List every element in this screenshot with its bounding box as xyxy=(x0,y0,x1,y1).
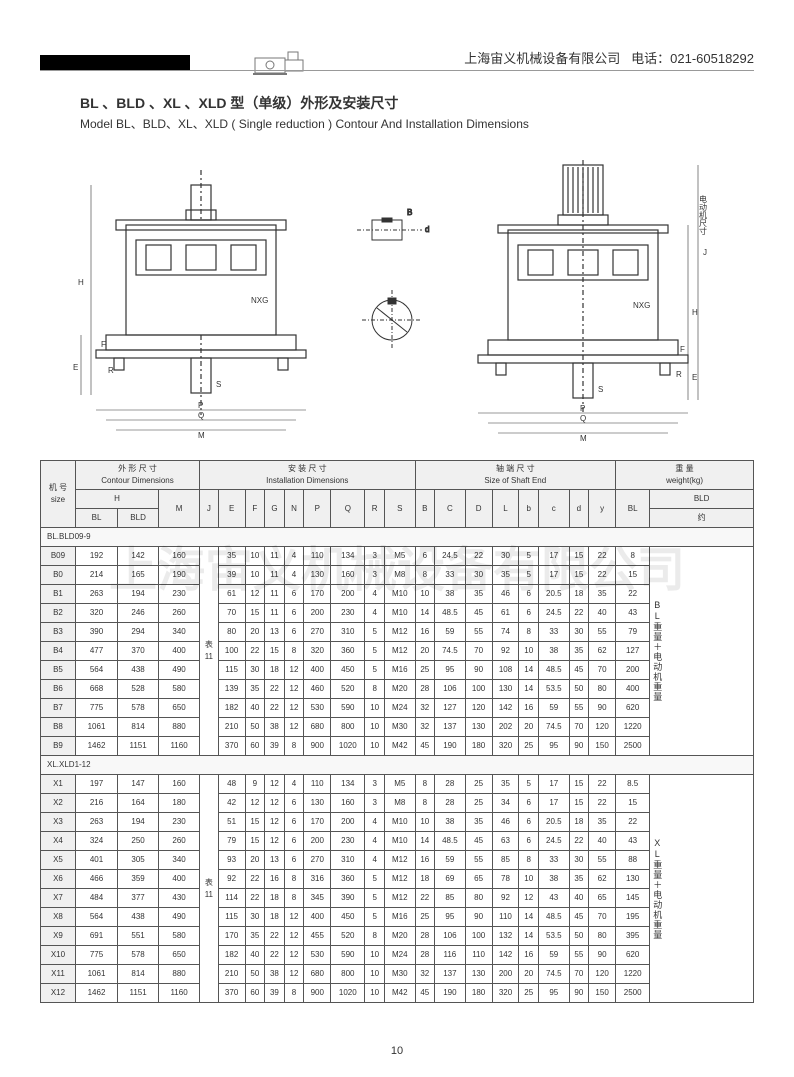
table-row: B021416519039101141301603M88333035517152… xyxy=(41,566,754,585)
company-info: 上海宙义机械设备有限公司 电话：021-60518292 xyxy=(464,48,754,67)
svg-text:电动机尺寸: 电动机尺寸 xyxy=(699,194,708,235)
table-row: X7484377430114221883453905M1222858092124… xyxy=(41,889,754,908)
svg-text:d: d xyxy=(425,225,429,234)
svg-text:P: P xyxy=(580,404,585,413)
table-row: B8106181488021050381268080010M3032137130… xyxy=(41,718,754,737)
table-row: X540130534093201362703104M12165955858333… xyxy=(41,851,754,870)
svg-text:F: F xyxy=(680,345,685,354)
page: 上海宙义机械设备有限公司 电话：021-60518292 BL 、BLD 、XL… xyxy=(0,0,794,1077)
diagram-left: H F E R S P Q M NXG xyxy=(66,155,336,445)
table-row: X221616418042121261301603M88282534617152… xyxy=(41,794,754,813)
table-row: B4477370400100221583203605M122074.570921… xyxy=(41,642,754,661)
col-install: 安 装 尺 寸 Installation Dimensions xyxy=(200,461,415,490)
svg-text:R: R xyxy=(676,370,682,379)
title-en: Model BL、BLD、XL、XLD ( Single reduction )… xyxy=(80,115,529,132)
dimension-table: 机 号 size 外 形 尺 寸 Contour Dimensions 安 装 … xyxy=(40,460,754,1003)
table-row: B126319423061121161702004M1010383546620.… xyxy=(41,585,754,604)
section-header: XL.XLD1-12 xyxy=(41,756,754,775)
table-row: B914621151116037060398900102010M42451901… xyxy=(41,737,754,756)
table-row: X11106181488021050381268080010M303213713… xyxy=(41,965,754,984)
svg-text:NXG: NXG xyxy=(251,296,268,305)
svg-text:J: J xyxy=(703,248,707,257)
svg-text:Q: Q xyxy=(580,414,586,423)
col-size: 机 号 size xyxy=(41,461,76,528)
table-row: X646635940092221683163605M12186965781038… xyxy=(41,870,754,889)
diagram-middle: B d xyxy=(347,200,437,400)
svg-text:F: F xyxy=(101,340,106,349)
svg-text:M: M xyxy=(580,434,587,443)
svg-text:P: P xyxy=(198,401,203,410)
table-row: B232024626070151162002304M101448.5456162… xyxy=(41,604,754,623)
svg-text:E: E xyxy=(692,373,697,382)
section-header: BL.BLD09-9 xyxy=(41,528,754,547)
svg-text:R: R xyxy=(108,366,114,375)
svg-text:M: M xyxy=(198,431,205,440)
table-row: B339029434080201362703105M12165955748333… xyxy=(41,623,754,642)
phone: 021-60518292 xyxy=(670,51,754,66)
motor-icon xyxy=(250,48,310,78)
table-row: B55644384901153018124004505M162595901081… xyxy=(41,661,754,680)
header-block xyxy=(40,55,190,71)
table-row: X1197147160表 114891241101343M58282535517… xyxy=(41,775,754,794)
diagrams-area: H F E R S P Q M NXG B d xyxy=(60,145,734,455)
svg-text:S: S xyxy=(598,385,603,394)
table-row: X96915515801703522124555208M202810610013… xyxy=(41,927,754,946)
phone-label: 电话： xyxy=(631,51,670,66)
svg-text:Q: Q xyxy=(198,411,204,420)
title-cn: BL 、BLD 、XL 、XLD 型（单级）外形及安装尺寸 xyxy=(80,93,398,113)
col-contour: 外 形 尺 寸 Contour Dimensions xyxy=(75,461,199,490)
header-line xyxy=(40,70,754,71)
diagram-right: 电动机尺寸 J H F E R S P Q M NXG xyxy=(448,155,728,445)
table-row: X326319423051151261702004M1010383546620.… xyxy=(41,813,754,832)
table-row: X1214621151116037060398900102010M4245190… xyxy=(41,984,754,1003)
col-weight: 重 量 weight(kg) xyxy=(616,461,754,490)
col-shaft: 轴 端 尺 寸 Size of Shaft End xyxy=(415,461,616,490)
table-row: X432425026079151262002304M101448.5456362… xyxy=(41,832,754,851)
header-bar: 上海宙义机械设备有限公司 电话：021-60518292 xyxy=(40,48,754,78)
table-row: B66685285801393522124605208M202810610013… xyxy=(41,680,754,699)
svg-text:NXG: NXG xyxy=(633,301,650,310)
svg-text:E: E xyxy=(73,363,78,372)
svg-text:H: H xyxy=(78,278,84,287)
company-name: 上海宙义机械设备有限公司 xyxy=(464,51,620,66)
table-row: X85644384901153018124004505M162595901101… xyxy=(41,908,754,927)
svg-text:B: B xyxy=(407,208,412,217)
table-row: X1077557865018240221253059010M2428116110… xyxy=(41,946,754,965)
page-number: 10 xyxy=(0,1045,794,1057)
svg-text:S: S xyxy=(216,380,221,389)
table-row: B777557865018240221253059010M24321271201… xyxy=(41,699,754,718)
svg-text:H: H xyxy=(692,308,698,317)
table-row: B09192142160表 1135101141101343M5624.5223… xyxy=(41,547,754,566)
